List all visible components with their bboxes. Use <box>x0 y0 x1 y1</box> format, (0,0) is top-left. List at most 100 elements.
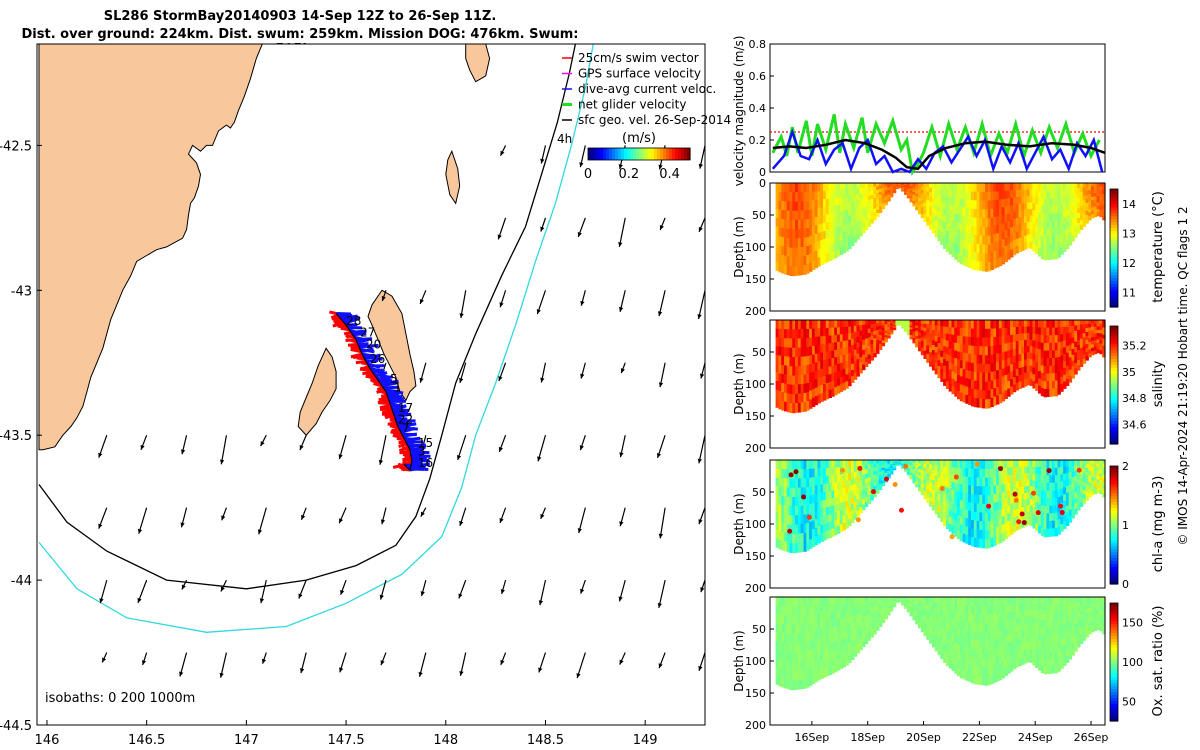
salinity-cell <box>1021 326 1025 334</box>
temperature-cell <box>853 212 858 220</box>
temperature-cell <box>1015 190 1020 198</box>
chla-cell <box>797 505 802 516</box>
temperature-cell <box>837 212 841 221</box>
salinity-cell <box>870 348 874 353</box>
chla-cell <box>862 504 866 511</box>
chla-cell <box>834 467 838 476</box>
oxygen-cell <box>862 611 866 618</box>
oxygen-cell <box>800 597 805 607</box>
salinity-cell <box>901 327 905 329</box>
chla-cell <box>915 468 919 472</box>
chla-cell <box>786 542 791 553</box>
salinity-cell <box>948 334 953 342</box>
chla-cell <box>800 505 805 516</box>
oxygen-cell <box>918 606 922 610</box>
oxygen-cell <box>853 597 858 604</box>
salinity-cell <box>1001 336 1006 345</box>
chla-cell <box>800 514 805 525</box>
chla-cell <box>1091 466 1095 471</box>
temperature-cell <box>1088 183 1092 188</box>
current-vector-head <box>618 164 623 170</box>
salinity-cell <box>968 362 972 372</box>
temperature-cell <box>884 191 888 195</box>
current-vector <box>664 724 666 725</box>
current-vector-field <box>98 145 705 725</box>
salinity-cell <box>1065 378 1070 386</box>
chla-cell <box>890 469 894 472</box>
chla-cell <box>856 504 860 511</box>
salinity-cell <box>1015 340 1020 349</box>
temperature-cell <box>979 235 983 245</box>
temperature-cell <box>881 190 886 194</box>
temperature-cell <box>1102 197 1106 202</box>
chla-cell <box>845 507 849 515</box>
chla-cell <box>1099 476 1103 481</box>
dive-avg-current-vector <box>357 342 369 346</box>
temperature-cell <box>789 192 793 202</box>
chla-cell <box>806 487 810 497</box>
salinity-cell <box>926 353 930 359</box>
chla-cell <box>1096 489 1100 494</box>
salinity-cell <box>962 352 966 362</box>
salinity-cell <box>1046 327 1050 336</box>
chla-cell <box>1004 475 1008 485</box>
temperature-cell <box>1018 217 1022 225</box>
temperature-cell <box>901 190 905 192</box>
salinity-cell <box>985 390 989 400</box>
salinity-cell <box>848 359 852 367</box>
chla-cell <box>912 466 916 470</box>
temperature-cell <box>971 217 975 227</box>
oxygen-cell <box>811 614 816 624</box>
temperature-cell <box>825 198 830 208</box>
chla-cell <box>1046 475 1050 484</box>
salinity-cell <box>778 355 782 365</box>
salinity-cell <box>937 371 941 379</box>
chla-cell <box>1029 492 1033 500</box>
salinity-cell <box>1054 335 1059 344</box>
chla-cell <box>797 542 802 553</box>
chla-cell <box>831 475 835 484</box>
chla-cell <box>1057 511 1061 520</box>
oxygen-cell <box>923 612 927 617</box>
temperature-cell <box>971 251 975 261</box>
salinity-cell <box>934 346 939 353</box>
chla-cell <box>784 532 788 543</box>
salinity-cell <box>909 329 913 332</box>
salinity-cell <box>1102 331 1106 336</box>
chla-cell <box>853 513 858 520</box>
chla-cell <box>834 489 838 498</box>
temperature-colorbar-cell <box>1110 236 1118 240</box>
chla-cell <box>1093 486 1098 491</box>
oxygen-cell <box>971 597 975 607</box>
temperature-cell <box>1057 190 1061 199</box>
map-x-tick-label: 146.5 <box>128 733 165 748</box>
chla-cell <box>959 492 964 501</box>
chla-cell <box>912 469 916 472</box>
salinity-cell <box>1071 320 1075 327</box>
salinity-cell <box>831 350 835 359</box>
oxygen-cell <box>803 624 807 634</box>
chla-cell <box>940 496 944 504</box>
salinity-cell <box>1010 371 1014 380</box>
salinity-colorbar-cell <box>1110 328 1118 333</box>
chla-cell <box>998 493 1003 502</box>
oxygen-cell <box>948 625 953 634</box>
oxygen-cell <box>923 631 927 636</box>
temperature-cell <box>814 216 819 226</box>
map-colorbar-cell <box>621 148 625 160</box>
map-colorbar-cell <box>648 148 652 160</box>
chla-cell <box>1010 511 1014 520</box>
chla-cell <box>775 538 779 548</box>
oxygen-cell <box>962 629 966 639</box>
chla-cell <box>1010 467 1014 476</box>
temperature-cell <box>856 211 860 218</box>
chla-cell <box>943 460 947 468</box>
chla-cell <box>979 503 983 513</box>
map-y-tick-label: -43.5 <box>0 429 32 444</box>
temperature-cell <box>990 234 994 244</box>
chla-cell <box>1060 481 1064 490</box>
temperature-cell <box>775 191 779 201</box>
salinity-cell <box>940 350 944 358</box>
salinity-cell <box>998 394 1003 404</box>
chla-cell <box>1054 520 1059 529</box>
